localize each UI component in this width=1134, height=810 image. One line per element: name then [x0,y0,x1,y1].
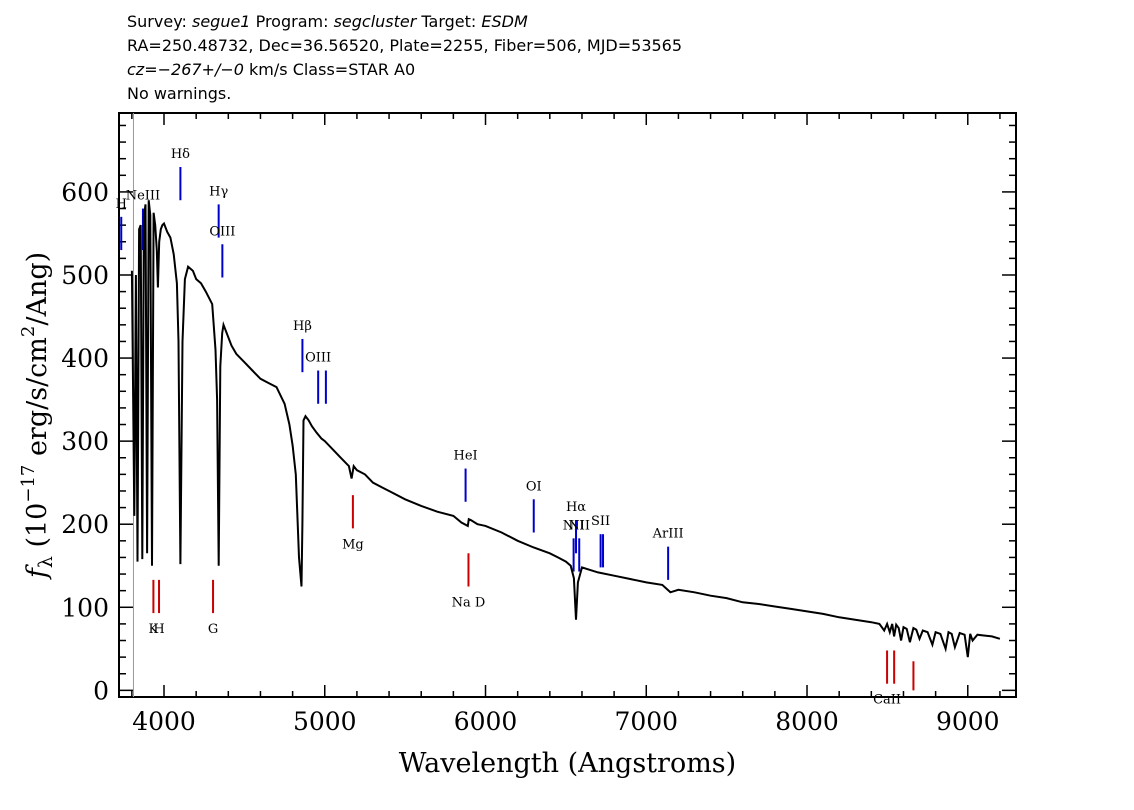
line-marker-label: NII [568,518,590,533]
header-line-1: Survey: segue1 Program: segcluster Targe… [127,10,682,34]
class-text: km/s Class=STAR A0 [243,60,416,79]
cz-value: cz=−267+/−0 [127,60,244,79]
line-marker-label: Hβ [293,319,312,334]
x-tick-label: 7000 [614,707,678,736]
line-marker-label: Mg [342,537,364,552]
line-marker-label: H [153,622,164,637]
line-marker-label: H [116,197,127,212]
y-tick-label: 200 [61,510,109,539]
line-marker-label: OI [526,479,542,494]
spectrum-line [130,200,1001,658]
axis-ticks [119,113,1016,697]
line-marker-label: ArIII [652,527,684,542]
x-tick-label: 6000 [454,707,518,736]
y-tick-label: 300 [61,427,109,456]
x-tick-label: 9000 [936,707,1000,736]
x-tick-label: 4000 [132,707,196,736]
y-tick-label: 600 [61,178,109,207]
line-marker-label: NII [563,518,585,533]
header-line-2: RA=250.48732, Dec=36.56520, Plate=2255, … [127,36,683,55]
x-tick-label: 8000 [775,707,839,736]
line-marker-label: Hα [566,500,586,515]
line-marker-label: SII [591,514,610,529]
survey-value: segue1 [191,12,251,31]
program-label: Program: [255,12,329,31]
line-marker-label: NeIII [126,189,160,204]
line-marker-label: G [208,622,218,637]
line-marker-label: HeI [453,449,477,464]
line-marker-label: K [149,622,159,637]
header-line-3: cz=−267+/−0 km/s Class=STAR A0 [127,58,682,82]
line-marker-label: Hγ [209,184,228,199]
y-axis-title: fλ (10−17 erg/s/cm2/Ang) [18,252,57,580]
y-tick-label: 0 [93,676,109,705]
y-axis-title-text: fλ (10−17 erg/s/cm2/Ang) [18,252,57,580]
target-label: Target: [421,12,477,31]
warnings-text: No warnings. [127,84,232,103]
y-tick-label: 100 [61,593,109,622]
x-axis-title: Wavelength (Angstroms) [399,748,736,779]
y-tick-label: 400 [61,344,109,373]
survey-label: Survey: [127,12,187,31]
target-value: ESDM [481,12,528,31]
line-marker-label: OIII [305,351,331,366]
line-marker-label: CaII [873,693,901,708]
spectrum-header: Survey: segue1 Program: segcluster Targe… [127,10,682,106]
axis-tick-labels: 4000 5000 6000 7000 8000 9000 0 100 200 300 400 500… [61,178,999,736]
line-marker-label: OIII [209,224,235,239]
program-value: segcluster [333,12,417,31]
plot-frame [118,112,1017,698]
line-marker-label: Na D [452,596,486,611]
y-tick-label: 500 [61,261,109,290]
line-marker-label: Hδ [171,147,190,162]
x-tick-label: 5000 [293,707,357,736]
